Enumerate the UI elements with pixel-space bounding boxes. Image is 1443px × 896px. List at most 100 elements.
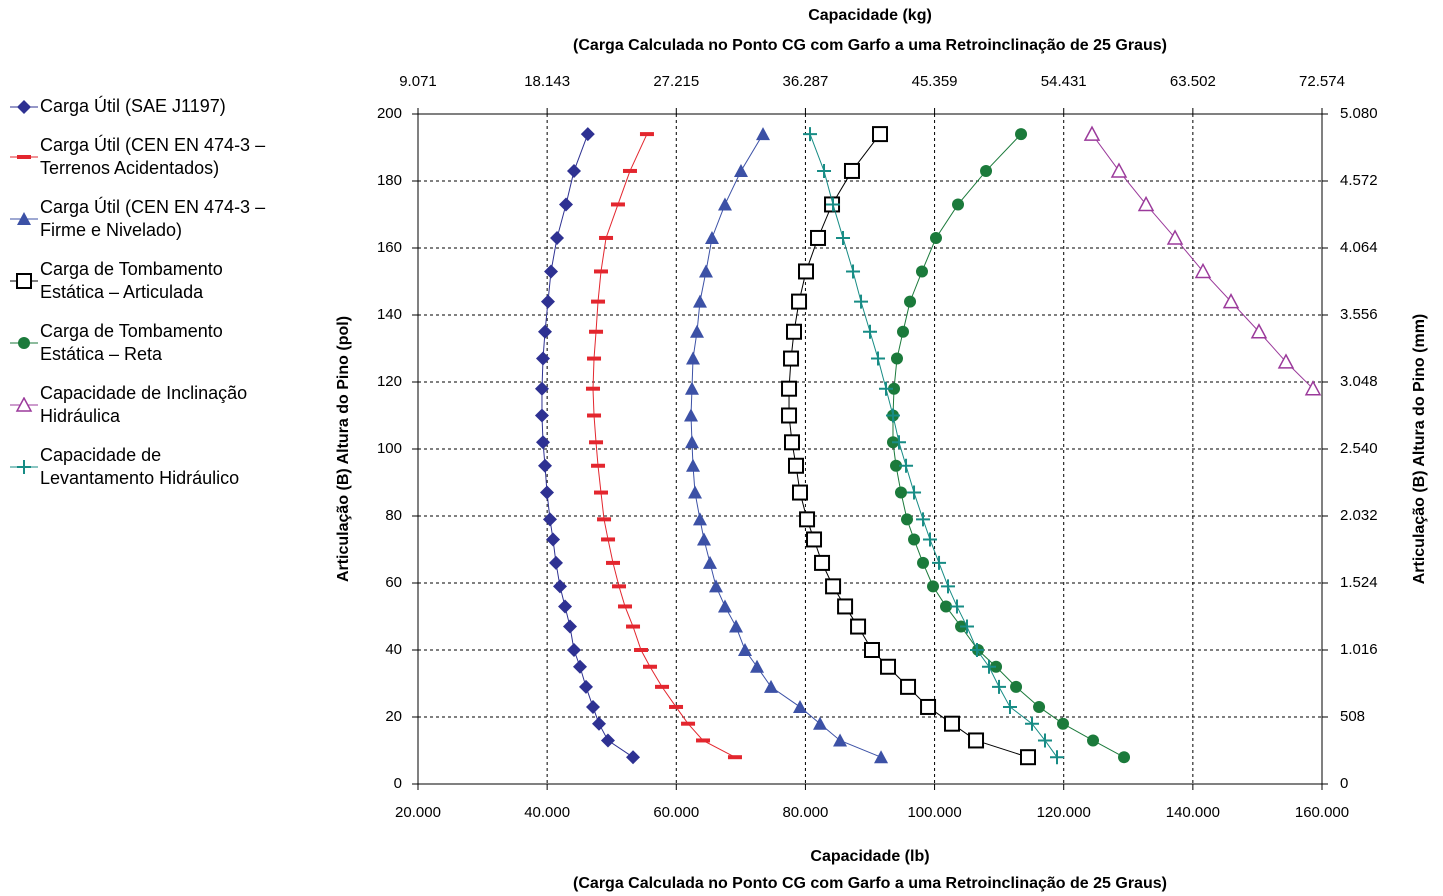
point xyxy=(982,659,997,674)
point xyxy=(684,408,699,422)
point xyxy=(698,264,713,278)
legend-marker xyxy=(10,99,38,114)
series-line xyxy=(592,133,736,758)
y-tick-label: 200 xyxy=(377,105,402,122)
point xyxy=(1222,293,1240,309)
point xyxy=(692,294,707,308)
point xyxy=(729,619,744,633)
x-tick-label: 20.000 xyxy=(395,804,441,821)
point xyxy=(1015,128,1028,141)
x-tick-label: 60.000 xyxy=(653,804,699,821)
legend-symbol xyxy=(17,99,31,114)
point xyxy=(622,168,637,173)
legend-marker xyxy=(10,273,38,289)
point xyxy=(750,659,764,673)
point xyxy=(990,660,1003,673)
point xyxy=(1010,680,1023,693)
y2-tick-label: 2.032 xyxy=(1340,507,1378,524)
point xyxy=(944,715,961,732)
point xyxy=(580,127,595,142)
point xyxy=(1087,734,1100,747)
point xyxy=(916,512,931,527)
y-tick-label: 40 xyxy=(385,641,402,658)
y-tick-label: 60 xyxy=(385,574,402,591)
point xyxy=(597,517,612,522)
point xyxy=(1033,700,1046,713)
point xyxy=(1194,262,1212,279)
point xyxy=(704,230,719,244)
point xyxy=(591,299,606,304)
point xyxy=(917,556,930,569)
point xyxy=(846,264,861,279)
legend-label: Carga Útil (CEN EN 474-3 – Firme e Nivel… xyxy=(40,197,266,240)
point xyxy=(850,618,867,635)
point xyxy=(980,164,993,177)
point xyxy=(791,293,808,310)
x-tick-label: 100.000 xyxy=(907,804,961,821)
point xyxy=(737,643,752,656)
x2-tick-label: 18.143 xyxy=(524,73,570,90)
point xyxy=(952,198,965,211)
legend-entry: Carga Útil (CEN EN 474-3 – Firme e Nivel… xyxy=(8,196,298,242)
y-tick-label: 0 xyxy=(394,775,402,792)
point xyxy=(854,294,869,309)
y2-tick-label: 3.048 xyxy=(1340,373,1378,390)
point xyxy=(813,716,828,730)
point xyxy=(781,380,798,397)
legend-entry: Carga de Tombamento Estática – Reta xyxy=(8,320,298,366)
point xyxy=(579,679,594,694)
point xyxy=(538,458,553,473)
y2-tick-label: 5.080 xyxy=(1340,105,1378,122)
legend-entry: Carga de Tombamento Estática – Articulad… xyxy=(8,258,298,304)
legend-marker xyxy=(10,397,38,412)
y-tick-label: 20 xyxy=(385,708,402,725)
point xyxy=(940,600,953,613)
point xyxy=(904,295,917,308)
point xyxy=(1110,162,1128,178)
point xyxy=(684,435,699,449)
x2-axis-note: (Carga Calculada no Ponto CG com Garfo a… xyxy=(573,37,1167,54)
point xyxy=(756,127,771,141)
x-tick-label: 80.000 xyxy=(782,804,828,821)
point xyxy=(552,579,567,594)
legend-label: Carga de Tombamento Estática – Reta xyxy=(40,321,223,364)
point xyxy=(1118,751,1131,764)
point xyxy=(587,413,602,418)
y2-tick-label: 2.540 xyxy=(1340,440,1378,457)
point xyxy=(1057,717,1070,730)
point xyxy=(788,457,805,474)
point xyxy=(922,532,937,547)
point xyxy=(681,721,696,726)
x2-tick-label: 63.502 xyxy=(1170,73,1216,90)
point xyxy=(836,230,851,245)
legend-entry: Carga Útil (CEN EN 474-3 – Terrenos Acid… xyxy=(8,134,298,180)
y-tick-label: 80 xyxy=(385,507,402,524)
point xyxy=(600,733,615,748)
y2-tick-label: 1.524 xyxy=(1340,574,1378,591)
point xyxy=(764,679,779,693)
legend-symbol xyxy=(15,397,33,412)
point xyxy=(536,435,551,450)
point xyxy=(959,619,974,634)
point xyxy=(941,579,956,594)
point xyxy=(929,231,942,244)
legend-symbol xyxy=(17,460,31,474)
legend-marker xyxy=(10,460,38,474)
point xyxy=(558,197,573,212)
x2-tick-label: 54.431 xyxy=(1041,73,1087,90)
legend-entry: Capacidade de Inclinação Hidráulica xyxy=(8,382,298,428)
point xyxy=(969,643,984,657)
legend-symbol xyxy=(18,337,30,349)
point xyxy=(792,484,809,501)
point xyxy=(585,386,600,391)
point xyxy=(612,584,627,589)
series-line xyxy=(1091,133,1314,390)
x2-tick-label: 72.574 xyxy=(1299,73,1345,90)
point xyxy=(589,329,604,334)
legend-label: Capacidade de Levantamento Hidráulico xyxy=(40,445,240,488)
point xyxy=(803,127,818,142)
point xyxy=(702,555,717,569)
x2-axis-title: Capacidade (kg) xyxy=(808,7,932,24)
x-tick-label: 40.000 xyxy=(524,804,570,821)
point xyxy=(879,381,894,396)
